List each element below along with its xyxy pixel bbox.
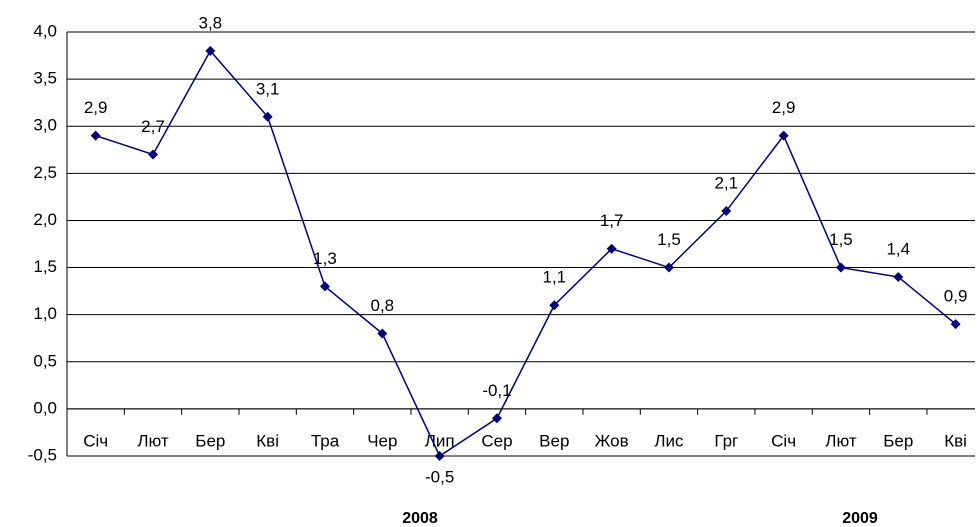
marker — [950, 319, 961, 330]
marker — [377, 328, 388, 339]
x-tick-label: Кві — [944, 431, 967, 450]
year-label: 2009 — [842, 510, 878, 527]
data-label: 0,9 — [944, 287, 968, 306]
marker — [319, 281, 330, 292]
marker — [663, 262, 674, 273]
marker — [90, 130, 101, 141]
y-tick-label: 2,0 — [33, 210, 57, 229]
y-tick-label: 1,0 — [33, 304, 57, 323]
x-tick-label: Лип — [425, 431, 455, 450]
y-tick-label: 3,5 — [33, 69, 57, 88]
year-label: 2008 — [402, 510, 438, 527]
data-label: 1,4 — [886, 239, 910, 258]
x-tick-label: Бер — [195, 431, 225, 450]
data-label: 3,1 — [256, 79, 280, 98]
marker — [147, 149, 158, 160]
marker — [721, 206, 732, 217]
y-tick-label: 3,0 — [33, 116, 57, 135]
data-label: 2,1 — [714, 174, 738, 193]
x-tick-label: Лис — [654, 431, 684, 450]
x-tick-label: Січ — [771, 431, 796, 450]
marker — [606, 243, 617, 254]
data-label: 1,5 — [657, 230, 681, 249]
x-tick-label: Чер — [367, 431, 397, 450]
x-tick-label: Лют — [825, 431, 857, 450]
data-label: 1,5 — [829, 230, 853, 249]
data-label: 1,1 — [542, 268, 566, 287]
data-label: 1,3 — [313, 249, 337, 268]
data-label: 0,8 — [370, 296, 394, 315]
marker — [778, 130, 789, 141]
x-tick-label: Вер — [539, 431, 569, 450]
x-tick-label: Кві — [256, 431, 279, 450]
data-label: 2,9 — [772, 98, 796, 117]
y-tick-label: 1,5 — [33, 257, 57, 276]
y-tick-label: 0,0 — [33, 398, 57, 417]
marker — [262, 111, 273, 122]
x-tick-label: Тра — [311, 431, 340, 450]
marker — [491, 413, 502, 424]
marker — [835, 262, 846, 273]
data-label: -0,5 — [425, 467, 454, 486]
data-label: -0,1 — [482, 381, 511, 400]
data-label: 2,7 — [141, 117, 165, 136]
x-tick-label: Грг — [714, 431, 738, 450]
data-label: 2,9 — [84, 98, 108, 117]
y-tick-label: 2,5 — [33, 163, 57, 182]
x-tick-label: Сер — [481, 431, 512, 450]
data-label: 1,7 — [600, 211, 624, 230]
y-tick-label: 4,0 — [33, 21, 57, 40]
x-tick-label: Лют — [137, 431, 169, 450]
marker — [434, 451, 445, 461]
y-tick-label: -0,5 — [28, 445, 57, 464]
y-tick-label: 0,5 — [33, 351, 57, 370]
x-tick-label: Бер — [883, 431, 913, 450]
line — [95, 49, 957, 458]
data-label: 3,8 — [199, 13, 223, 32]
x-tick-label: Жов — [595, 431, 629, 450]
marker — [549, 300, 560, 311]
marker — [893, 271, 904, 282]
x-tick-label: Січ — [83, 431, 108, 450]
marker — [205, 45, 216, 56]
